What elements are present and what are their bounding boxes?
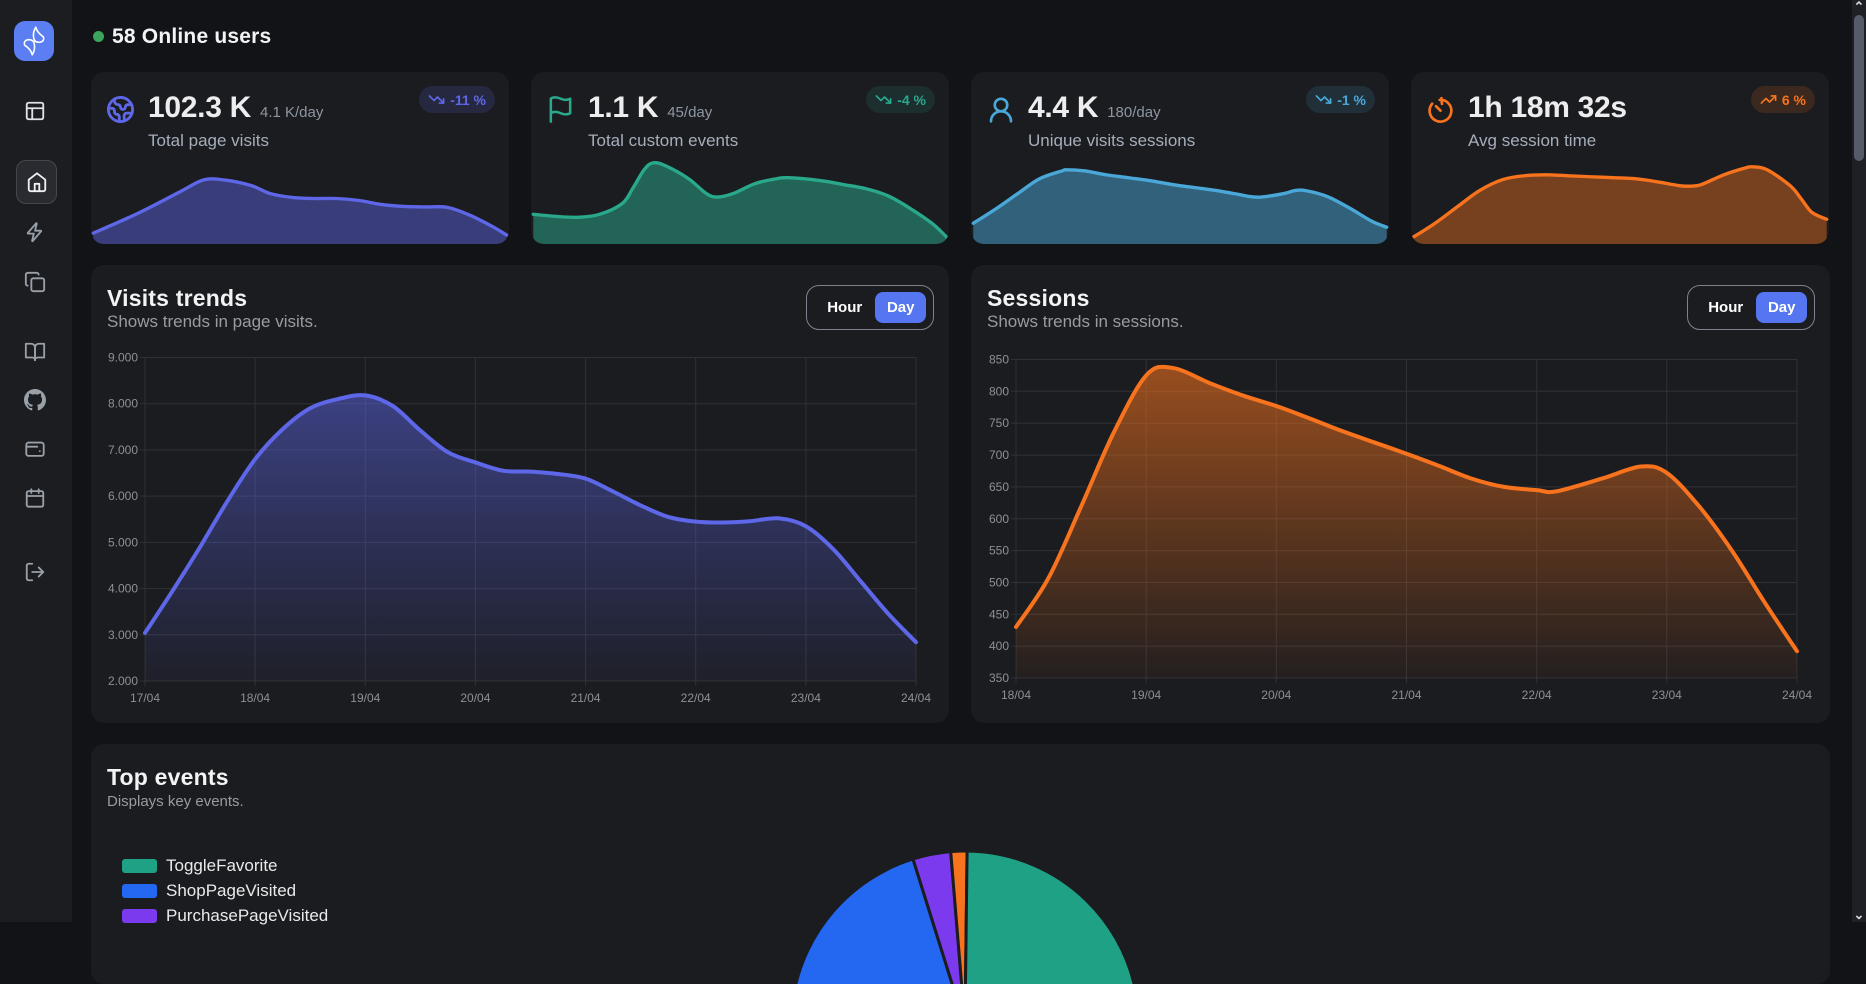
svg-text:700: 700	[989, 448, 1009, 462]
svg-text:19/04: 19/04	[350, 691, 380, 705]
svg-text:500: 500	[989, 576, 1009, 590]
svg-text:750: 750	[989, 416, 1009, 430]
svg-text:22/04: 22/04	[681, 691, 711, 705]
svg-text:850: 850	[989, 353, 1009, 367]
svg-text:550: 550	[989, 544, 1009, 558]
svg-text:23/04: 23/04	[791, 691, 821, 705]
svg-text:17/04: 17/04	[130, 691, 160, 705]
svg-text:600: 600	[989, 512, 1009, 526]
svg-text:24/04: 24/04	[1782, 688, 1812, 702]
svg-text:3.000: 3.000	[108, 628, 138, 642]
svg-text:24/04: 24/04	[901, 691, 931, 705]
svg-text:800: 800	[989, 384, 1009, 398]
svg-text:7.000: 7.000	[108, 443, 138, 457]
svg-text:2.000: 2.000	[108, 674, 138, 688]
svg-text:8.000: 8.000	[108, 397, 138, 411]
svg-text:400: 400	[989, 639, 1009, 653]
svg-text:350: 350	[989, 671, 1009, 685]
svg-text:23/04: 23/04	[1652, 688, 1682, 702]
svg-text:19/04: 19/04	[1131, 688, 1161, 702]
svg-text:5.000: 5.000	[108, 535, 138, 549]
svg-text:20/04: 20/04	[1261, 688, 1291, 702]
svg-text:21/04: 21/04	[571, 691, 601, 705]
svg-text:9.000: 9.000	[108, 351, 138, 365]
svg-text:21/04: 21/04	[1391, 688, 1421, 702]
svg-text:4.000: 4.000	[108, 582, 138, 596]
svg-text:20/04: 20/04	[460, 691, 490, 705]
svg-text:450: 450	[989, 607, 1009, 621]
svg-text:18/04: 18/04	[1001, 688, 1031, 702]
svg-text:18/04: 18/04	[240, 691, 270, 705]
svg-text:22/04: 22/04	[1522, 688, 1552, 702]
svg-text:6.000: 6.000	[108, 489, 138, 503]
svg-text:650: 650	[989, 480, 1009, 494]
